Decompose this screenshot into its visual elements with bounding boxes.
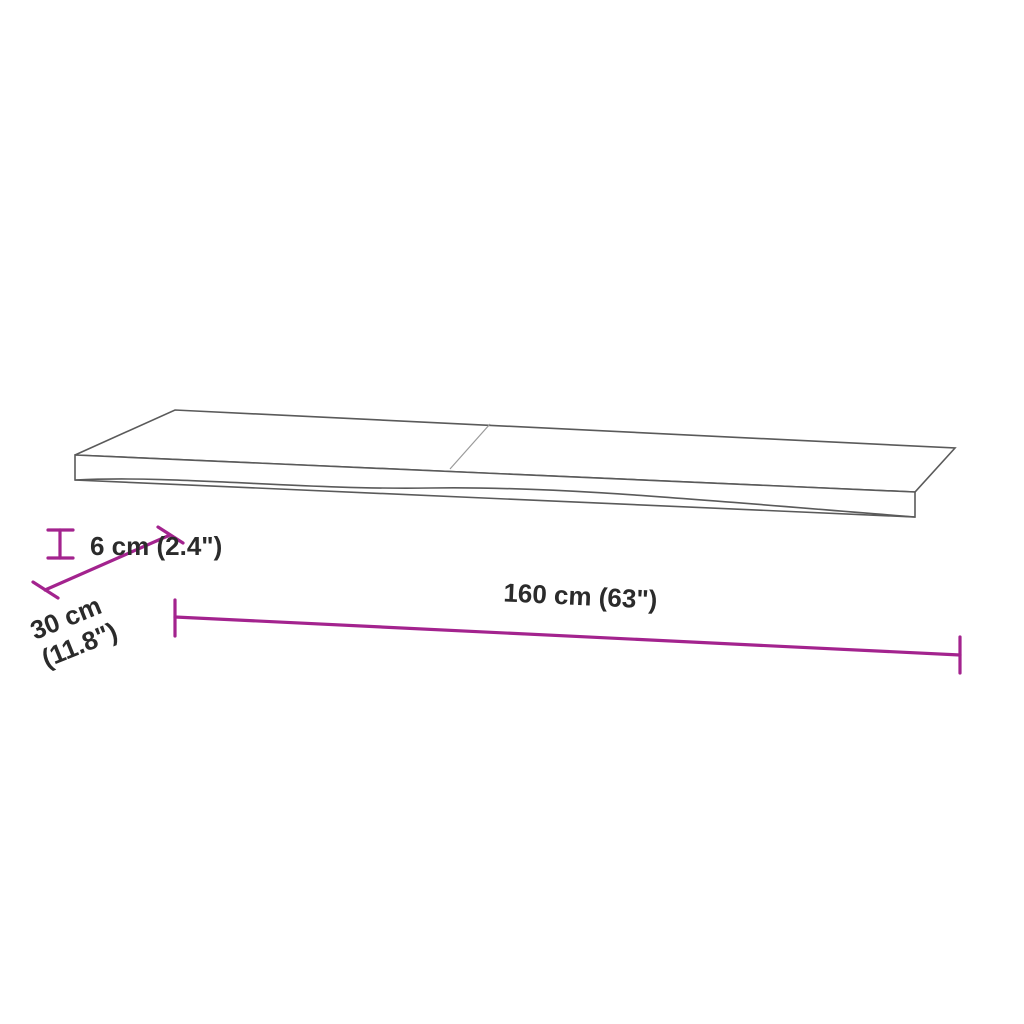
dimension-annotations: 160 cm (63") 30 cm(11.8") 6 cm (2.4") xyxy=(26,527,960,673)
depth-label: 30 cm(11.8") xyxy=(26,588,122,673)
length-label: 160 cm (63") xyxy=(503,577,658,614)
shelf-outline xyxy=(75,410,955,517)
height-label: 6 cm (2.4") xyxy=(90,531,222,561)
dimension-diagram: 160 cm (63") 30 cm(11.8") 6 cm (2.4") xyxy=(0,0,1024,1024)
